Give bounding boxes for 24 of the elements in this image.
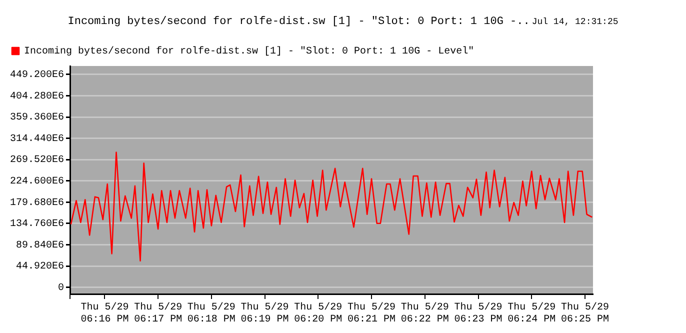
x-tick-label: Thu 5/29 06:21 PM (348, 302, 396, 326)
y-tick-label: 449.200E6 (10, 70, 64, 82)
y-tick-label: 44.920E6 (16, 262, 64, 273)
x-tick-label: Thu 5/29 06:17 PM (134, 302, 182, 326)
x-tick-label: Thu 5/29 06:23 PM (454, 302, 502, 326)
legend-label: Incoming bytes/second for rolfe-dist.sw [1] - "Slot: 0 Port: 1 10G - Level" (24, 46, 474, 58)
x-tick-label: Thu 5/29 06:16 PM (80, 302, 129, 326)
x-tick-label: Thu 5/29 06:20 PM (294, 302, 342, 326)
y-tick-label: 179.680E6 (10, 198, 64, 209)
x-tick-label: Thu 5/29 06:24 PM (508, 302, 556, 326)
y-tick-label: 404.280E6 (10, 91, 64, 102)
y-tick-label: 269.520E6 (10, 155, 64, 166)
y-tick-label: 224.600E6 (10, 176, 64, 188)
y-tick-label: 134.760E6 (10, 219, 64, 230)
chart-subtitle: Jul 14, 12:31:25 (532, 17, 618, 27)
x-tick-label: Thu 5/29 06:25 PM (560, 302, 610, 326)
chart-title: Incoming bytes/second for rolfe-dist.sw [1] - "Slot: 0 Port: 1 10G -.. (68, 16, 530, 28)
y-tick-label: 314.440E6 (10, 134, 64, 145)
y-tick-label: 89.840E6 (16, 240, 64, 252)
x-tick-label: Thu 5/29 06:19 PM (240, 302, 289, 326)
y-tick-label: 0 (58, 283, 64, 294)
x-tick-label: Thu 5/29 06:18 PM (187, 302, 236, 326)
x-tick-label: Thu 5/29 06:22 PM (400, 302, 449, 326)
y-tick-label: 359.360E6 (10, 112, 64, 124)
